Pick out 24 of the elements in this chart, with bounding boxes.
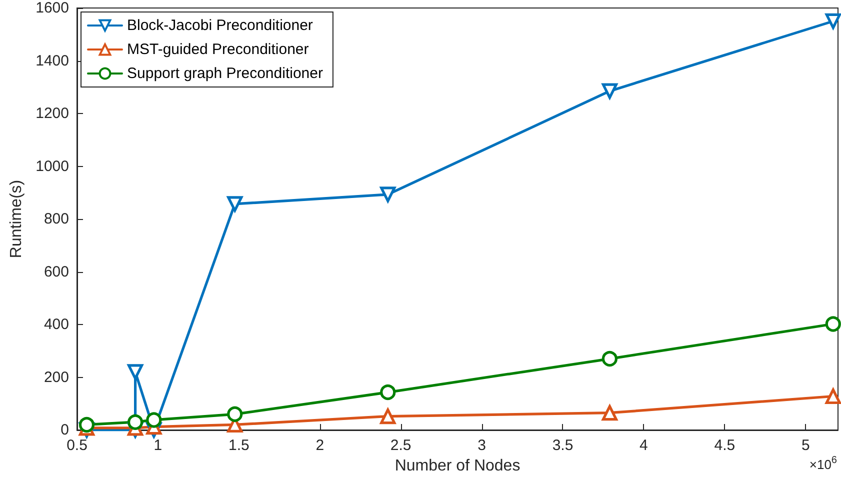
y-tick-label: 800	[44, 210, 69, 228]
x-tick-label: 3.5	[552, 437, 574, 454]
x-tick-label: 5	[801, 437, 810, 454]
x-tick-label: 3	[478, 437, 486, 454]
x-tick-label: 4.5	[714, 437, 736, 454]
legend-label: Block-Jacobi Preconditioner	[127, 17, 313, 34]
legend-label: Support graph Preconditioner	[127, 65, 323, 82]
x-tick-label: 0.5	[66, 437, 88, 454]
y-tick-label: 200	[44, 368, 69, 386]
y-axis-title: Runtime(s)	[8, 180, 26, 258]
legend-label: MST-guided Preconditioner	[127, 41, 309, 58]
y-tick-label: 0	[60, 422, 69, 438]
x-tick-label: 1.5	[228, 437, 250, 454]
y-tick-label: 600	[44, 263, 69, 280]
x-tick-label: 4	[640, 437, 648, 454]
y-tick-label: 1400	[36, 52, 69, 70]
x-tick-label: 1	[154, 437, 162, 454]
x-tick-label: 2	[316, 437, 324, 454]
x-axis-title: Number of Nodes	[394, 458, 520, 474]
y-tick-label: 1600	[36, 0, 69, 16]
x-tick-label: 2.5	[390, 437, 412, 454]
y-tick-label: 400	[44, 316, 69, 333]
y-tick-label: 1200	[36, 105, 69, 122]
y-tick-label: 1000	[36, 158, 69, 175]
